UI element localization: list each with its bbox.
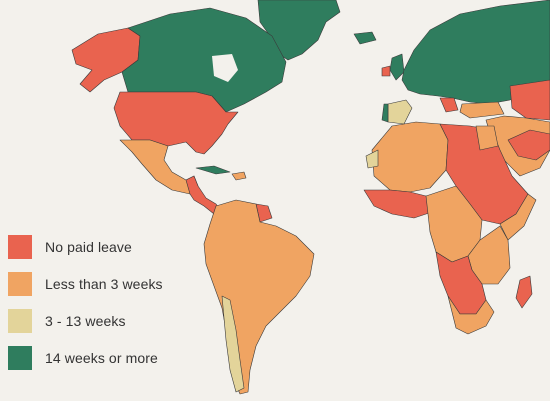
region-caribbean	[231, 171, 247, 181]
red-square-icon	[8, 235, 32, 259]
legend-label: 3 - 13 weeks	[45, 313, 126, 329]
legend-item-less-than-3-weeks: Less than 3 weeks	[8, 271, 208, 297]
legend-label: No paid leave	[45, 239, 132, 255]
region-spain	[387, 99, 413, 125]
region-north-africa-west	[371, 121, 449, 193]
region-mexico	[119, 139, 199, 195]
legend-label: Less than 3 weeks	[45, 276, 163, 292]
legend-label: 14 weeks or more	[45, 350, 158, 366]
legend-item-14-weeks-or-more: 14 weeks or more	[8, 345, 208, 371]
region-uk	[389, 53, 405, 81]
region-egypt	[475, 125, 499, 151]
region-balkans	[439, 97, 459, 113]
region-iceland	[353, 31, 377, 45]
region-turkey	[459, 101, 505, 119]
legend-item-no-paid-leave: No paid leave	[8, 234, 208, 260]
region-south-africa	[447, 295, 495, 335]
region-chile	[221, 295, 245, 393]
region-west-africa	[363, 189, 433, 219]
tan-square-icon	[8, 309, 32, 333]
region-arabian-south	[507, 129, 550, 161]
region-canada	[121, 7, 287, 113]
region-europe-russia	[401, 0, 550, 105]
region-alaska	[71, 27, 141, 93]
green-square-icon	[8, 346, 32, 370]
legend: No paid leave Less than 3 weeks 3 - 13 w…	[8, 234, 208, 382]
region-south-america	[203, 199, 315, 395]
region-cuba	[195, 165, 231, 175]
region-central-asia	[509, 79, 550, 121]
region-ireland	[381, 65, 391, 77]
orange-square-icon	[8, 272, 32, 296]
region-western-sahara	[365, 149, 379, 169]
region-greenland	[257, 0, 341, 61]
region-united-states	[113, 91, 239, 155]
region-madagascar	[515, 275, 533, 309]
hudson-bay	[212, 54, 238, 82]
region-portugal	[381, 103, 389, 123]
legend-item-3-13-weeks: 3 - 13 weeks	[8, 308, 208, 334]
